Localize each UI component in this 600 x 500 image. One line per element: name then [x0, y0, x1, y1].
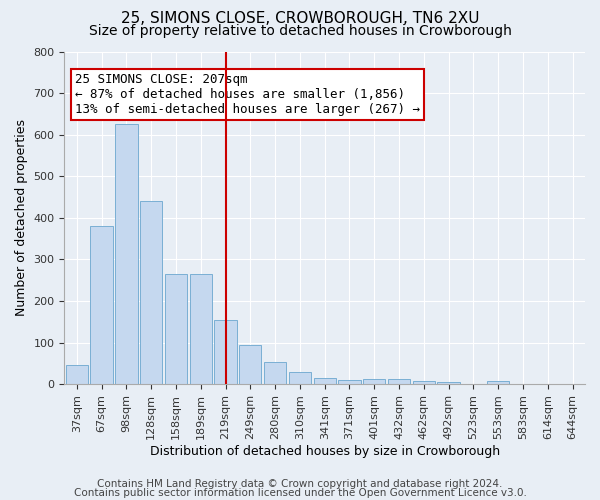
- Bar: [91, 226, 113, 384]
- Text: Contains public sector information licensed under the Open Government Licence v3: Contains public sector information licen…: [74, 488, 526, 498]
- Bar: [437, 382, 460, 384]
- X-axis label: Distribution of detached houses by size in Crowborough: Distribution of detached houses by size …: [149, 444, 500, 458]
- Text: 25, SIMONS CLOSE, CROWBOROUGH, TN6 2XU: 25, SIMONS CLOSE, CROWBOROUGH, TN6 2XU: [121, 11, 479, 26]
- Text: Contains HM Land Registry data © Crown copyright and database right 2024.: Contains HM Land Registry data © Crown c…: [97, 479, 503, 489]
- Text: 25 SIMONS CLOSE: 207sqm
← 87% of detached houses are smaller (1,856)
13% of semi: 25 SIMONS CLOSE: 207sqm ← 87% of detache…: [75, 73, 420, 116]
- Bar: [264, 362, 286, 384]
- Y-axis label: Number of detached properties: Number of detached properties: [15, 120, 28, 316]
- Bar: [388, 379, 410, 384]
- Bar: [214, 320, 236, 384]
- Bar: [239, 344, 262, 384]
- Bar: [487, 381, 509, 384]
- Bar: [65, 366, 88, 384]
- Bar: [338, 380, 361, 384]
- Bar: [140, 201, 163, 384]
- Bar: [413, 381, 435, 384]
- Bar: [363, 379, 385, 384]
- Text: Size of property relative to detached houses in Crowborough: Size of property relative to detached ho…: [89, 24, 511, 38]
- Bar: [115, 124, 137, 384]
- Bar: [289, 372, 311, 384]
- Bar: [314, 378, 336, 384]
- Bar: [190, 274, 212, 384]
- Bar: [165, 274, 187, 384]
